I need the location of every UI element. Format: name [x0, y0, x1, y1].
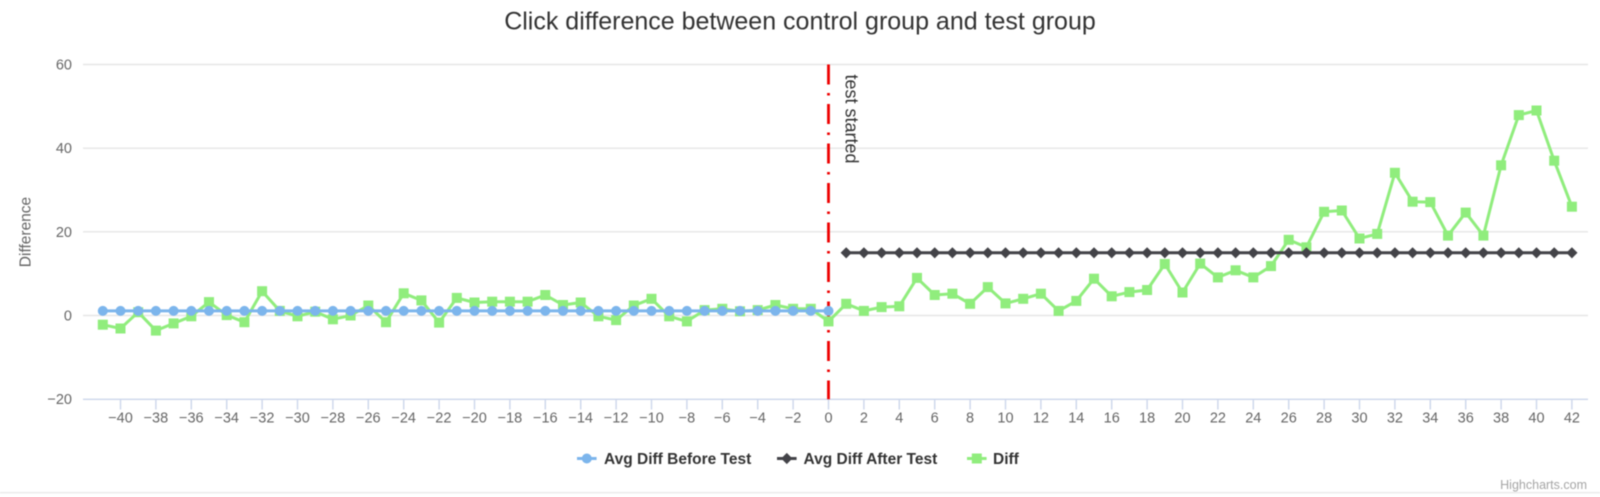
- svg-text:−30: −30: [285, 411, 310, 427]
- svg-text:Highcharts.com: Highcharts.com: [1500, 478, 1587, 492]
- svg-text:20: 20: [1174, 411, 1190, 427]
- svg-text:−32: −32: [250, 411, 275, 427]
- svg-text:−22: −22: [427, 411, 452, 427]
- svg-text:6: 6: [931, 411, 939, 427]
- svg-text:0: 0: [824, 411, 832, 427]
- svg-text:2: 2: [860, 411, 868, 427]
- svg-text:24: 24: [1245, 411, 1261, 427]
- svg-text:−20: −20: [462, 411, 487, 427]
- svg-text:−12: −12: [604, 411, 629, 427]
- svg-text:−28: −28: [321, 411, 346, 427]
- svg-text:20: 20: [56, 225, 72, 241]
- svg-text:12: 12: [1033, 411, 1049, 427]
- svg-text:−2: −2: [785, 411, 802, 427]
- svg-text:−38: −38: [144, 411, 169, 427]
- svg-text:Avg Diff Before Test: Avg Diff Before Test: [604, 451, 751, 468]
- svg-text:−36: −36: [179, 411, 204, 427]
- svg-text:−16: −16: [533, 411, 558, 427]
- svg-text:−4: −4: [749, 411, 766, 427]
- svg-text:36: 36: [1458, 411, 1474, 427]
- svg-text:28: 28: [1316, 411, 1332, 427]
- svg-text:18: 18: [1139, 411, 1155, 427]
- svg-text:16: 16: [1104, 411, 1120, 427]
- svg-text:Diff: Diff: [993, 451, 1020, 468]
- svg-text:−24: −24: [391, 411, 416, 427]
- svg-text:34: 34: [1422, 411, 1438, 427]
- svg-text:−26: −26: [356, 411, 381, 427]
- svg-text:38: 38: [1493, 411, 1509, 427]
- svg-text:40: 40: [56, 141, 72, 157]
- svg-text:10: 10: [997, 411, 1013, 427]
- svg-text:8: 8: [966, 411, 974, 427]
- svg-text:Avg Diff After Test: Avg Diff After Test: [804, 451, 938, 468]
- svg-text:60: 60: [56, 58, 72, 74]
- svg-text:−20: −20: [47, 392, 72, 408]
- svg-text:−18: −18: [498, 411, 523, 427]
- svg-text:−40: −40: [108, 411, 133, 427]
- svg-text:−10: −10: [639, 411, 664, 427]
- svg-text:32: 32: [1387, 411, 1403, 427]
- svg-text:14: 14: [1068, 411, 1084, 427]
- svg-text:Click difference between contr: Click difference between control group a…: [504, 8, 1096, 36]
- svg-text:0: 0: [64, 309, 72, 325]
- svg-text:−14: −14: [568, 411, 593, 427]
- svg-text:−34: −34: [214, 411, 239, 427]
- svg-text:26: 26: [1281, 411, 1297, 427]
- svg-text:30: 30: [1351, 411, 1367, 427]
- svg-text:test started: test started: [842, 75, 862, 164]
- svg-text:40: 40: [1528, 411, 1544, 427]
- svg-text:−6: −6: [714, 411, 731, 427]
- svg-text:Difference: Difference: [18, 197, 35, 267]
- svg-text:4: 4: [895, 411, 903, 427]
- svg-text:22: 22: [1210, 411, 1226, 427]
- svg-text:−8: −8: [679, 411, 696, 427]
- svg-text:42: 42: [1564, 411, 1580, 427]
